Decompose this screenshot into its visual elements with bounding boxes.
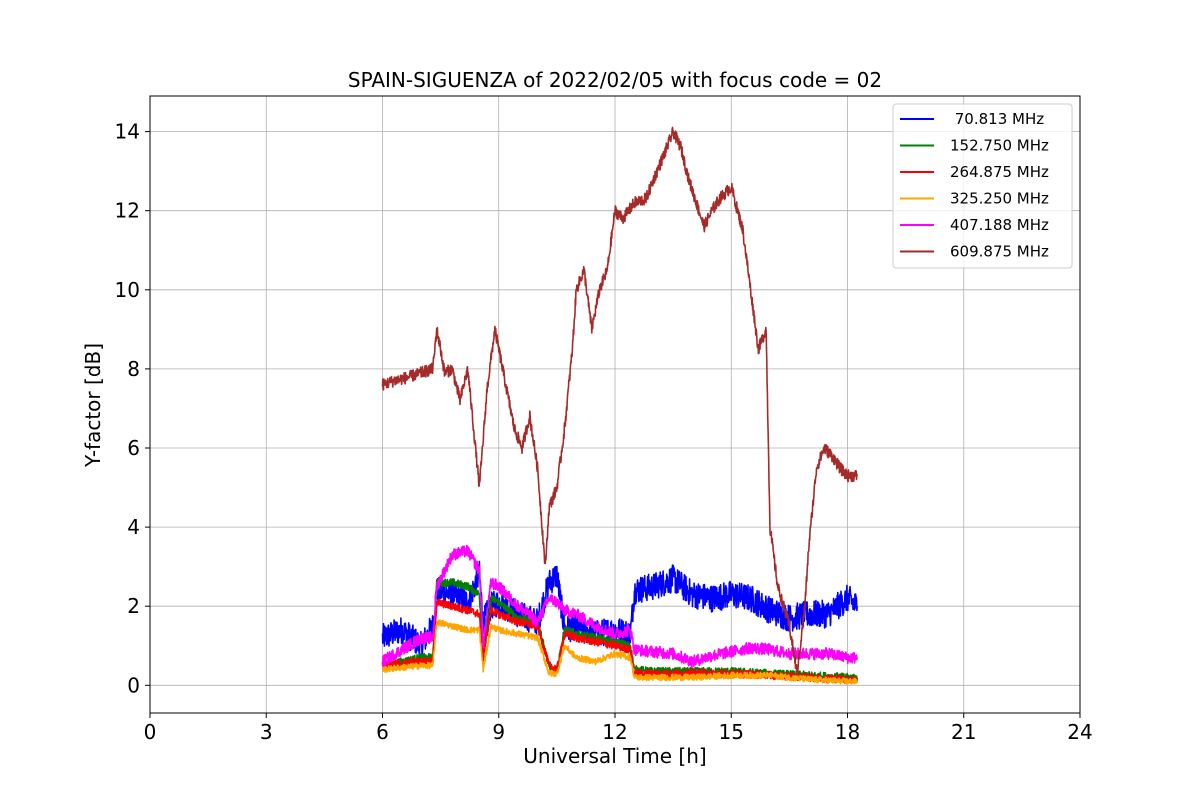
legend: 70.813 MHz 152.750 MHz 264.875 MHz 325.250 … (892, 103, 1073, 269)
x-tick-label: 9 (492, 720, 505, 744)
y-tick-label: 2 (127, 594, 140, 618)
series-line-4 (381, 619, 858, 685)
chart-title: SPAIN-SIGUENZA of 2022/02/05 with focus … (348, 68, 882, 92)
y-tick-label: 4 (127, 515, 140, 539)
x-tick-label: 0 (144, 720, 157, 744)
x-axis-label: Universal Time [h] (523, 744, 706, 768)
series-group (381, 126, 858, 685)
x-tick-label: 24 (1067, 720, 1092, 744)
y-tick-label: 8 (127, 357, 140, 381)
y-tick-label: 12 (115, 199, 140, 223)
legend-box (892, 103, 1073, 269)
x-tick-label: 12 (602, 720, 627, 744)
x-tick-label: 3 (260, 720, 273, 744)
y-tick-label: 10 (115, 278, 140, 302)
legend-label-1: 70.813 MHz (950, 110, 1044, 128)
y-tick-label: 14 (115, 120, 140, 144)
x-tick-label: 15 (719, 720, 744, 744)
legend-label-3: 264.875 MHz (950, 163, 1049, 181)
legend-label-6: 609.875 MHz (950, 243, 1049, 261)
y-tick-label: 0 (127, 673, 140, 697)
series-line-2 (381, 577, 858, 682)
x-tick-label: 6 (376, 720, 389, 744)
series-line-6 (381, 126, 858, 676)
y-tick-label: 6 (127, 436, 140, 460)
x-tick-label: 21 (951, 720, 976, 744)
x-tick-label: 18 (835, 720, 860, 744)
legend-label-4: 325.250 MHz (950, 190, 1049, 208)
x-axis-ticks: 0 3 6 9 12 15 18 21 24 (144, 713, 1093, 744)
legend-label-2: 152.750 MHz (950, 137, 1049, 155)
series-line-5 (381, 544, 858, 668)
legend-label-5: 407.188 MHz (950, 216, 1049, 234)
y-axis-ticks: 0 2 4 6 8 10 12 14 (115, 120, 150, 697)
y-axis-label: Y-factor [dB] (81, 343, 105, 468)
